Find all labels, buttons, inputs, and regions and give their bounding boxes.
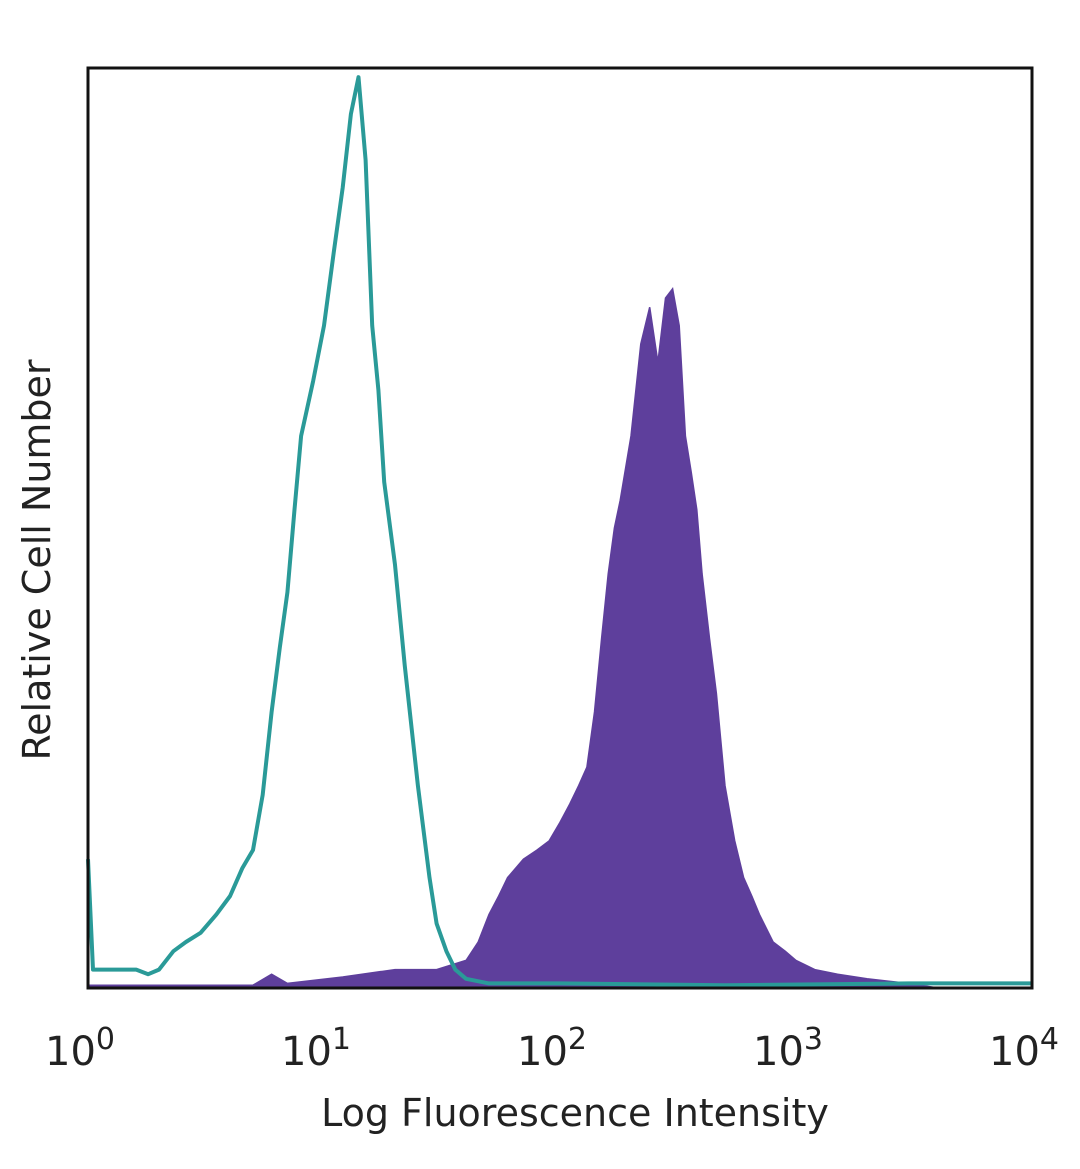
plot-frame	[86, 66, 1034, 990]
x-tick-labels: 100 101 102 103 104	[45, 1022, 1059, 1075]
x-tick-label: 104	[989, 1022, 1059, 1075]
x-tick-label: 102	[517, 1022, 587, 1075]
series-layer	[86, 75, 1032, 989]
x-tick-label: 103	[753, 1022, 823, 1075]
series-filled-histogram	[87, 287, 939, 989]
x-tick-label: 100	[45, 1022, 115, 1075]
x-tick-label: 101	[281, 1022, 351, 1075]
series-outline-histogram	[86, 75, 1032, 988]
y-axis-label: Relative Cell Number	[15, 359, 59, 760]
x-axis-label: Log Fluorescence Intensity	[321, 1091, 829, 1135]
